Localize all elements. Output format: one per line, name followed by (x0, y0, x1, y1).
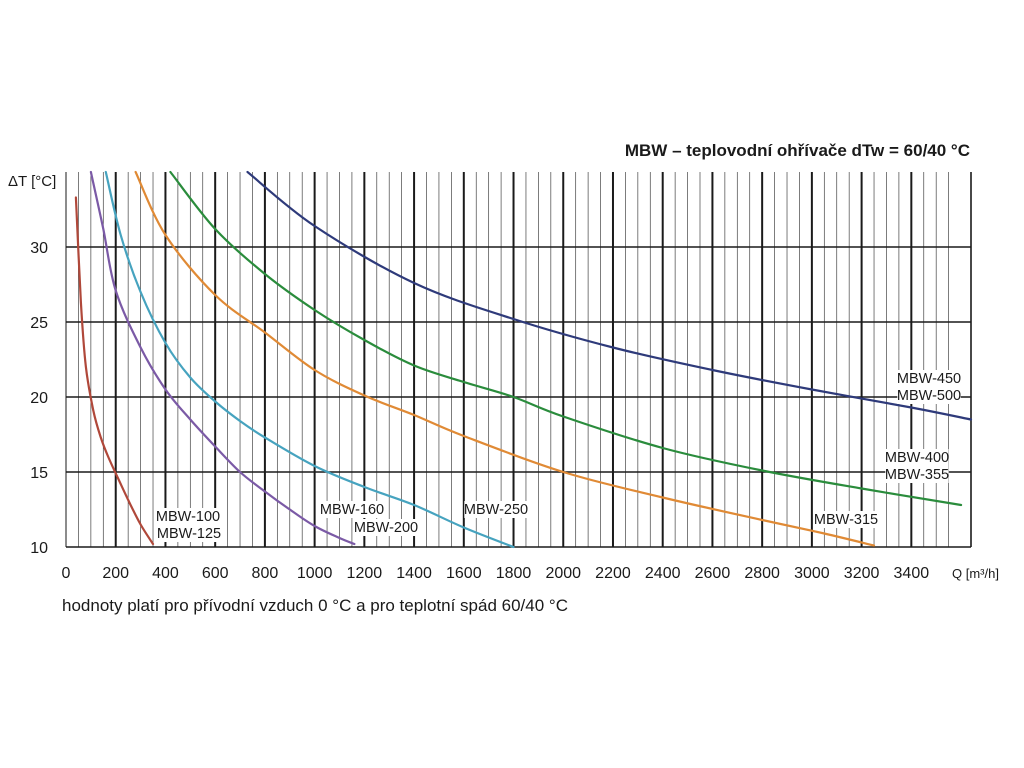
series-line (89, 170, 356, 546)
x-tick-label: 3400 (894, 565, 930, 582)
curve-label: MBW-250 (464, 502, 528, 518)
curve-label-bg (885, 466, 949, 483)
curve-label-bg (897, 370, 961, 387)
curve-label-bg (814, 511, 878, 528)
x-tick-label: 3200 (844, 565, 880, 582)
x-tick-label: 1800 (496, 565, 532, 582)
x-tick-label: 1200 (347, 565, 383, 582)
y-tick-label: 15 (30, 465, 48, 482)
curve-label: MBW-160 (320, 502, 384, 518)
tick-labels: 0 200 400 600 800 1000 1200 1400 1600 1800 2000 220… (30, 240, 929, 582)
x-tick-label: 1400 (396, 565, 432, 582)
curve-label: MBW-450 (897, 371, 961, 387)
x-tick-label: 1000 (297, 565, 333, 582)
chart-title: MBW – teplovodní ohřívače dTw = 60/40 °C (624, 141, 970, 160)
y-tick-label: 10 (30, 540, 48, 557)
series-line (134, 170, 876, 547)
curves (74, 170, 973, 549)
curve-label: MBW-400 (885, 450, 949, 466)
curve-label-bg (157, 525, 221, 542)
x-tick-label: 3000 (794, 565, 830, 582)
x-tick-label: 0 (62, 565, 71, 582)
x-tick-label: 2800 (744, 565, 780, 582)
x-tick-label: 2000 (545, 565, 581, 582)
x-tick-label: 600 (202, 565, 229, 582)
x-tick-label: 2400 (645, 565, 681, 582)
series-line (169, 170, 963, 507)
y-axis-label: ΔT [°C] (8, 173, 56, 190)
x-tick-label: 2200 (595, 565, 631, 582)
curve-label-bg (897, 387, 961, 404)
series-line (74, 196, 155, 546)
curve-label-bg (320, 501, 384, 518)
curve-label: MBW-125 (157, 526, 221, 542)
series-line (104, 170, 515, 549)
grid (65, 172, 972, 548)
x-tick-label: 2600 (695, 565, 731, 582)
y-tick-label: 20 (30, 390, 48, 407)
curve-label: MBW-315 (814, 512, 878, 528)
x-tick-label: 1600 (446, 565, 482, 582)
curve-label-bg (354, 519, 418, 536)
curve-label: MBW-100 (156, 509, 220, 525)
y-tick-label: 30 (30, 240, 48, 257)
curve-label-bg (464, 501, 528, 518)
curve-label-bg (156, 508, 220, 525)
x-tick-label: 400 (152, 565, 179, 582)
x-tick-label: 200 (102, 565, 129, 582)
curve-label: MBW-200 (354, 520, 418, 536)
curve-label: MBW-500 (897, 388, 961, 404)
series-line (246, 170, 973, 421)
curve-label: MBW-355 (885, 467, 949, 483)
x-tick-label: 800 (252, 565, 279, 582)
x-axis-label: Q [m³/h] (952, 566, 999, 581)
curve-label-bg (885, 449, 949, 466)
y-tick-label: 25 (30, 315, 48, 332)
footnote: hodnoty platí pro přívodní vzduch 0 °C a… (62, 596, 568, 615)
